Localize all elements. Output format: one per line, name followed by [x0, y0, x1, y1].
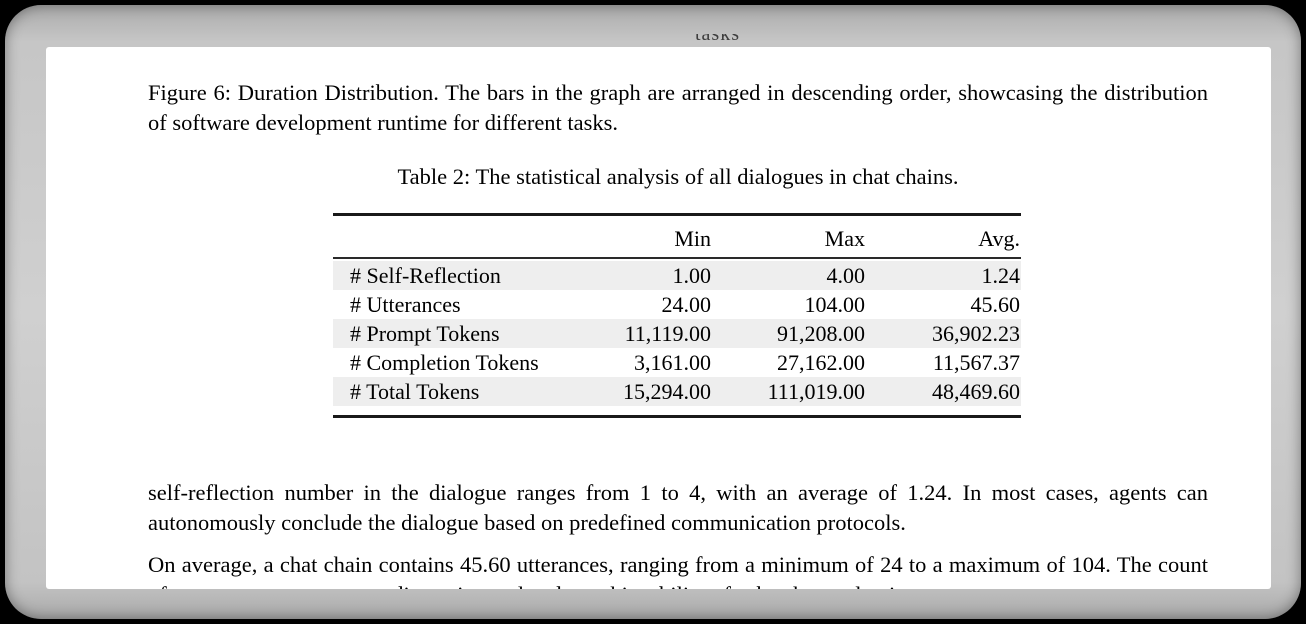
table-top-rule: [333, 213, 1021, 216]
row-max: 104.00: [804, 292, 866, 317]
row-avg: 45.60: [970, 292, 1021, 317]
body-paragraph-2: On average, a chat chain contains 45.60 …: [148, 552, 1208, 589]
table-header-row: Min Max Avg.: [333, 216, 1021, 257]
row-max: 91,208.00: [777, 321, 865, 346]
table-row: # Prompt Tokens 11,119.00 91,208.00 36,9…: [333, 319, 1021, 348]
row-avg: 36,902.23: [932, 321, 1020, 346]
table-header-min: Min: [674, 225, 711, 251]
table-gap: [333, 406, 1021, 415]
table-row: # Self-Reflection 1.00 4.00 1.24: [333, 261, 1021, 290]
table-header-max: Max: [824, 225, 865, 251]
row-label: # Completion Tokens: [350, 350, 539, 375]
row-avg: 11,567.37: [932, 350, 1020, 375]
table-row: # Total Tokens 15,294.00 111,019.00 48,4…: [333, 377, 1021, 406]
table-bottom-rule: [333, 415, 1021, 418]
row-label: # Utterances: [350, 292, 461, 317]
body-paragraph-1: self-reflection number in the dialogue r…: [148, 480, 1208, 535]
row-label: # Prompt Tokens: [350, 321, 500, 346]
figure-caption: Figure 6: Duration Distribution. The bar…: [148, 80, 1208, 135]
paper-page: Figure 6: Duration Distribution. The bar…: [46, 47, 1271, 589]
table-header-avg: Avg.: [978, 225, 1020, 251]
row-label: # Total Tokens: [350, 379, 480, 404]
row-avg: 1.24: [981, 263, 1021, 288]
table-row: # Completion Tokens 3,161.00 27,162.00 1…: [333, 348, 1021, 377]
row-avg: 48,469.60: [932, 379, 1020, 404]
row-min: 3,161.00: [634, 350, 711, 375]
table-row: # Utterances 24.00 104.00 45.60: [333, 290, 1021, 319]
row-min: 15,294.00: [623, 379, 711, 404]
window-frame: tasks Figure 6: Duration Distribution. T…: [5, 5, 1301, 619]
table-caption: Table 2: The statistical analysis of all…: [397, 164, 959, 189]
statistics-table: Min Max Avg. # Self-Reflection 1.00 4.00…: [333, 213, 1021, 418]
row-max: 4.00: [826, 263, 866, 288]
row-max: 27,162.00: [777, 350, 865, 375]
row-min: 11,119.00: [624, 321, 711, 346]
row-min: 1.00: [672, 263, 712, 288]
row-min: 24.00: [661, 292, 712, 317]
row-max: 111,019.00: [767, 379, 865, 404]
figure-xaxis-label-text: tasks: [695, 34, 740, 45]
table-mid-rule: [333, 257, 1021, 259]
row-label: # Self-Reflection: [350, 263, 501, 288]
figure-xaxis-label-clipped: tasks: [695, 34, 765, 47]
